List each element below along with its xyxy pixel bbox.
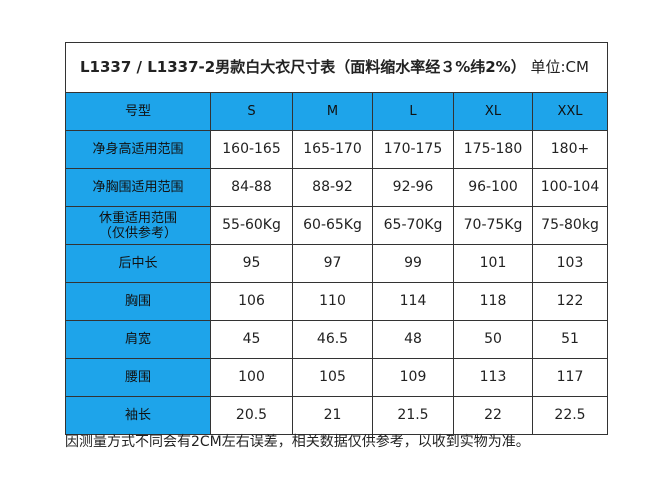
unit: 单位:CM [530, 58, 589, 76]
row-header: 腰围 [65, 358, 211, 397]
cell: 45 [210, 320, 293, 359]
cell: 118 [453, 282, 533, 321]
cell: 114 [372, 282, 454, 321]
cell: 99 [372, 244, 454, 283]
cell: 88-92 [292, 168, 373, 207]
cell: 160-165 [210, 130, 293, 169]
title-row: L1337 / L1337-2男款白大衣尺寸表（面料缩水率经３%纬2%） 单位:… [65, 42, 608, 93]
cell: 21.5 [372, 396, 454, 435]
table-row: 腰围 100 105 109 113 117 [65, 358, 608, 397]
cell: M [292, 92, 373, 131]
cell: 75-80kg [532, 206, 608, 245]
table-row: 肩宽 45 46.5 48 50 51 [65, 320, 608, 359]
cell: 110 [292, 282, 373, 321]
cell: 84-88 [210, 168, 293, 207]
table-body: L1337 / L1337-2男款白大衣尺寸表（面料缩水率经３%纬2%） 单位:… [65, 42, 608, 435]
row-header: 净胸围适用范围 [65, 168, 211, 207]
cell: S [210, 92, 293, 131]
cell: 22 [453, 396, 533, 435]
title-cell: L1337 / L1337-2男款白大衣尺寸表（面料缩水率经３%纬2%） 单位:… [65, 42, 608, 93]
cell: 100 [210, 358, 293, 397]
table-row: 胸围 106 110 114 118 122 [65, 282, 608, 321]
cell: 97 [292, 244, 373, 283]
table-row: 号型 S M L XL XXL [65, 92, 608, 131]
row-header: 净身高适用范围 [65, 130, 211, 169]
cell: 22.5 [532, 396, 608, 435]
cell: 180+ [532, 130, 608, 169]
cell: 165-170 [292, 130, 373, 169]
cell: 70-75Kg [453, 206, 533, 245]
note: 因测量方式不同会有2CM左右误差，相关数据仅供参考，以收到实物为准。 [65, 434, 530, 450]
cell: 109 [372, 358, 454, 397]
cell: 95 [210, 244, 293, 283]
size-chart: L1337 / L1337-2男款白大衣尺寸表（面料缩水率经３%纬2%） 单位:… [65, 42, 608, 435]
row-header: 胸围 [65, 282, 211, 321]
cell: XL [453, 92, 533, 131]
row-header: 后中长 [65, 244, 211, 283]
cell: 46.5 [292, 320, 373, 359]
cell: 92-96 [372, 168, 454, 207]
cell: 103 [532, 244, 608, 283]
table-row: 袖长 20.5 21 21.5 22 22.5 [65, 396, 608, 435]
row-header: 袖长 [65, 396, 211, 435]
table-row: 净胸围适用范围 84-88 88-92 92-96 96-100 100-104 [65, 168, 608, 207]
title: L1337 / L1337-2男款白大衣尺寸表（面料缩水率经３%纬2%） [80, 58, 526, 76]
cell: 65-70Kg [372, 206, 454, 245]
cell: 117 [532, 358, 608, 397]
cell: 101 [453, 244, 533, 283]
cell: 105 [292, 358, 373, 397]
cell: 21 [292, 396, 373, 435]
cell: 20.5 [210, 396, 293, 435]
row-header: 休重适用范围 （仅供参考） [65, 206, 211, 245]
cell: 100-104 [532, 168, 608, 207]
cell: 55-60Kg [210, 206, 293, 245]
table-row: 休重适用范围 （仅供参考） 55-60Kg 60-65Kg 65-70Kg 70-75K… [65, 206, 608, 245]
cell: L [372, 92, 454, 131]
cell: 96-100 [453, 168, 533, 207]
row-header: 号型 [65, 92, 211, 131]
cell: 113 [453, 358, 533, 397]
row-header: 肩宽 [65, 320, 211, 359]
cell: 48 [372, 320, 454, 359]
cell: 175-180 [453, 130, 533, 169]
cell: 51 [532, 320, 608, 359]
table-row: 后中长 95 97 99 101 103 [65, 244, 608, 283]
cell: 122 [532, 282, 608, 321]
size-table: L1337 / L1337-2男款白大衣尺寸表（面料缩水率经３%纬2%） 单位:… [65, 42, 608, 435]
cell: 170-175 [372, 130, 454, 169]
table-row: 净身高适用范围 160-165 165-170 170-175 175-180 180+ [65, 130, 608, 169]
cell: 106 [210, 282, 293, 321]
cell: 60-65Kg [292, 206, 373, 245]
cell: XXL [532, 92, 608, 131]
cell: 50 [453, 320, 533, 359]
